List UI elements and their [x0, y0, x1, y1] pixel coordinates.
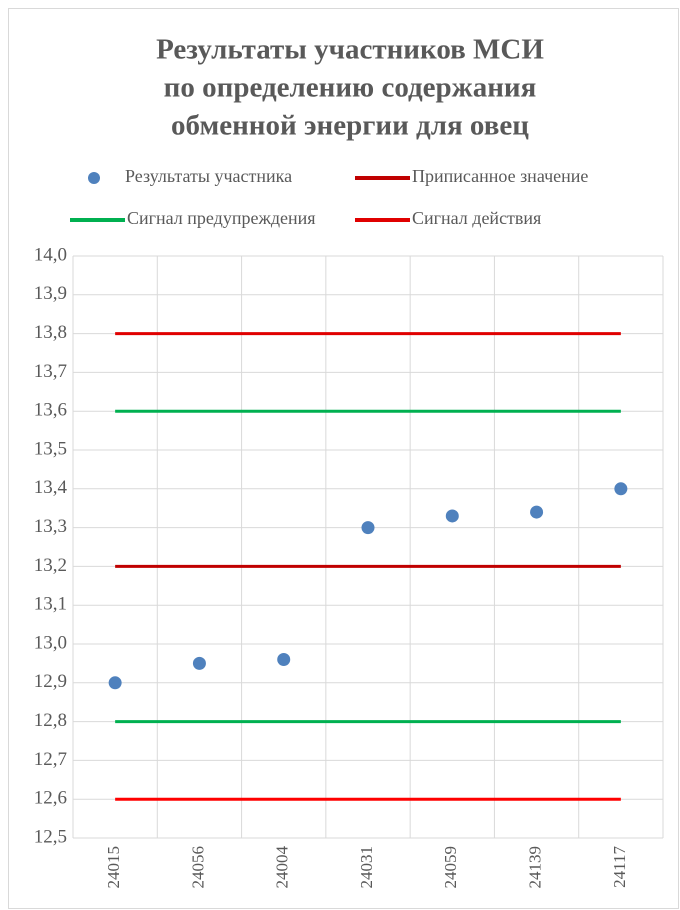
y-tick-label: 13,1: [34, 594, 67, 615]
y-tick-label: 13,8: [34, 322, 67, 343]
chart-title: обменной энергии для овец: [171, 110, 529, 142]
y-tick-label: 13,4: [34, 477, 68, 498]
data-point: [445, 509, 459, 523]
legend-label: Сигнал предупреждения: [127, 208, 316, 228]
data-point: [361, 521, 375, 535]
data-point: [277, 653, 291, 667]
x-tick-label: 24059: [441, 846, 460, 889]
y-tick-label: 12,9: [34, 671, 67, 692]
y-tick-label: 12,6: [34, 788, 67, 809]
y-tick-label: 13,5: [34, 438, 67, 459]
legend-marker: [88, 172, 100, 184]
data-point: [192, 656, 206, 670]
y-tick-label: 13,6: [34, 400, 67, 421]
y-tick-label: 14,0: [34, 244, 67, 265]
legend-label: Приписанное значение: [412, 166, 588, 186]
data-point: [614, 482, 628, 496]
x-tick-label: 24031: [357, 846, 376, 889]
y-tick-label: 13,2: [34, 555, 67, 576]
chart-title: Результаты участников МСИ: [156, 34, 544, 66]
y-tick-label: 13,0: [34, 632, 67, 653]
y-tick-label: 13,3: [34, 516, 67, 537]
data-point: [530, 505, 544, 519]
x-tick-label: 24139: [525, 846, 544, 889]
y-tick-label: 13,9: [34, 283, 67, 304]
y-tick-label: 12,8: [34, 710, 67, 731]
chart-title: по определению содержания: [164, 72, 537, 104]
x-tick-label: 24015: [104, 846, 123, 889]
legend-label: Результаты участника: [125, 166, 292, 186]
x-tick-label: 24117: [610, 846, 629, 888]
x-tick-label: 24056: [188, 846, 207, 889]
x-tick-label: 24004: [273, 846, 292, 889]
data-point: [108, 676, 122, 690]
chart-border: [8, 8, 679, 909]
legend-label: Сигнал действия: [412, 208, 541, 228]
y-tick-label: 13,7: [34, 361, 67, 382]
y-tick-label: 12,5: [34, 826, 67, 847]
y-tick-label: 12,7: [34, 749, 67, 770]
